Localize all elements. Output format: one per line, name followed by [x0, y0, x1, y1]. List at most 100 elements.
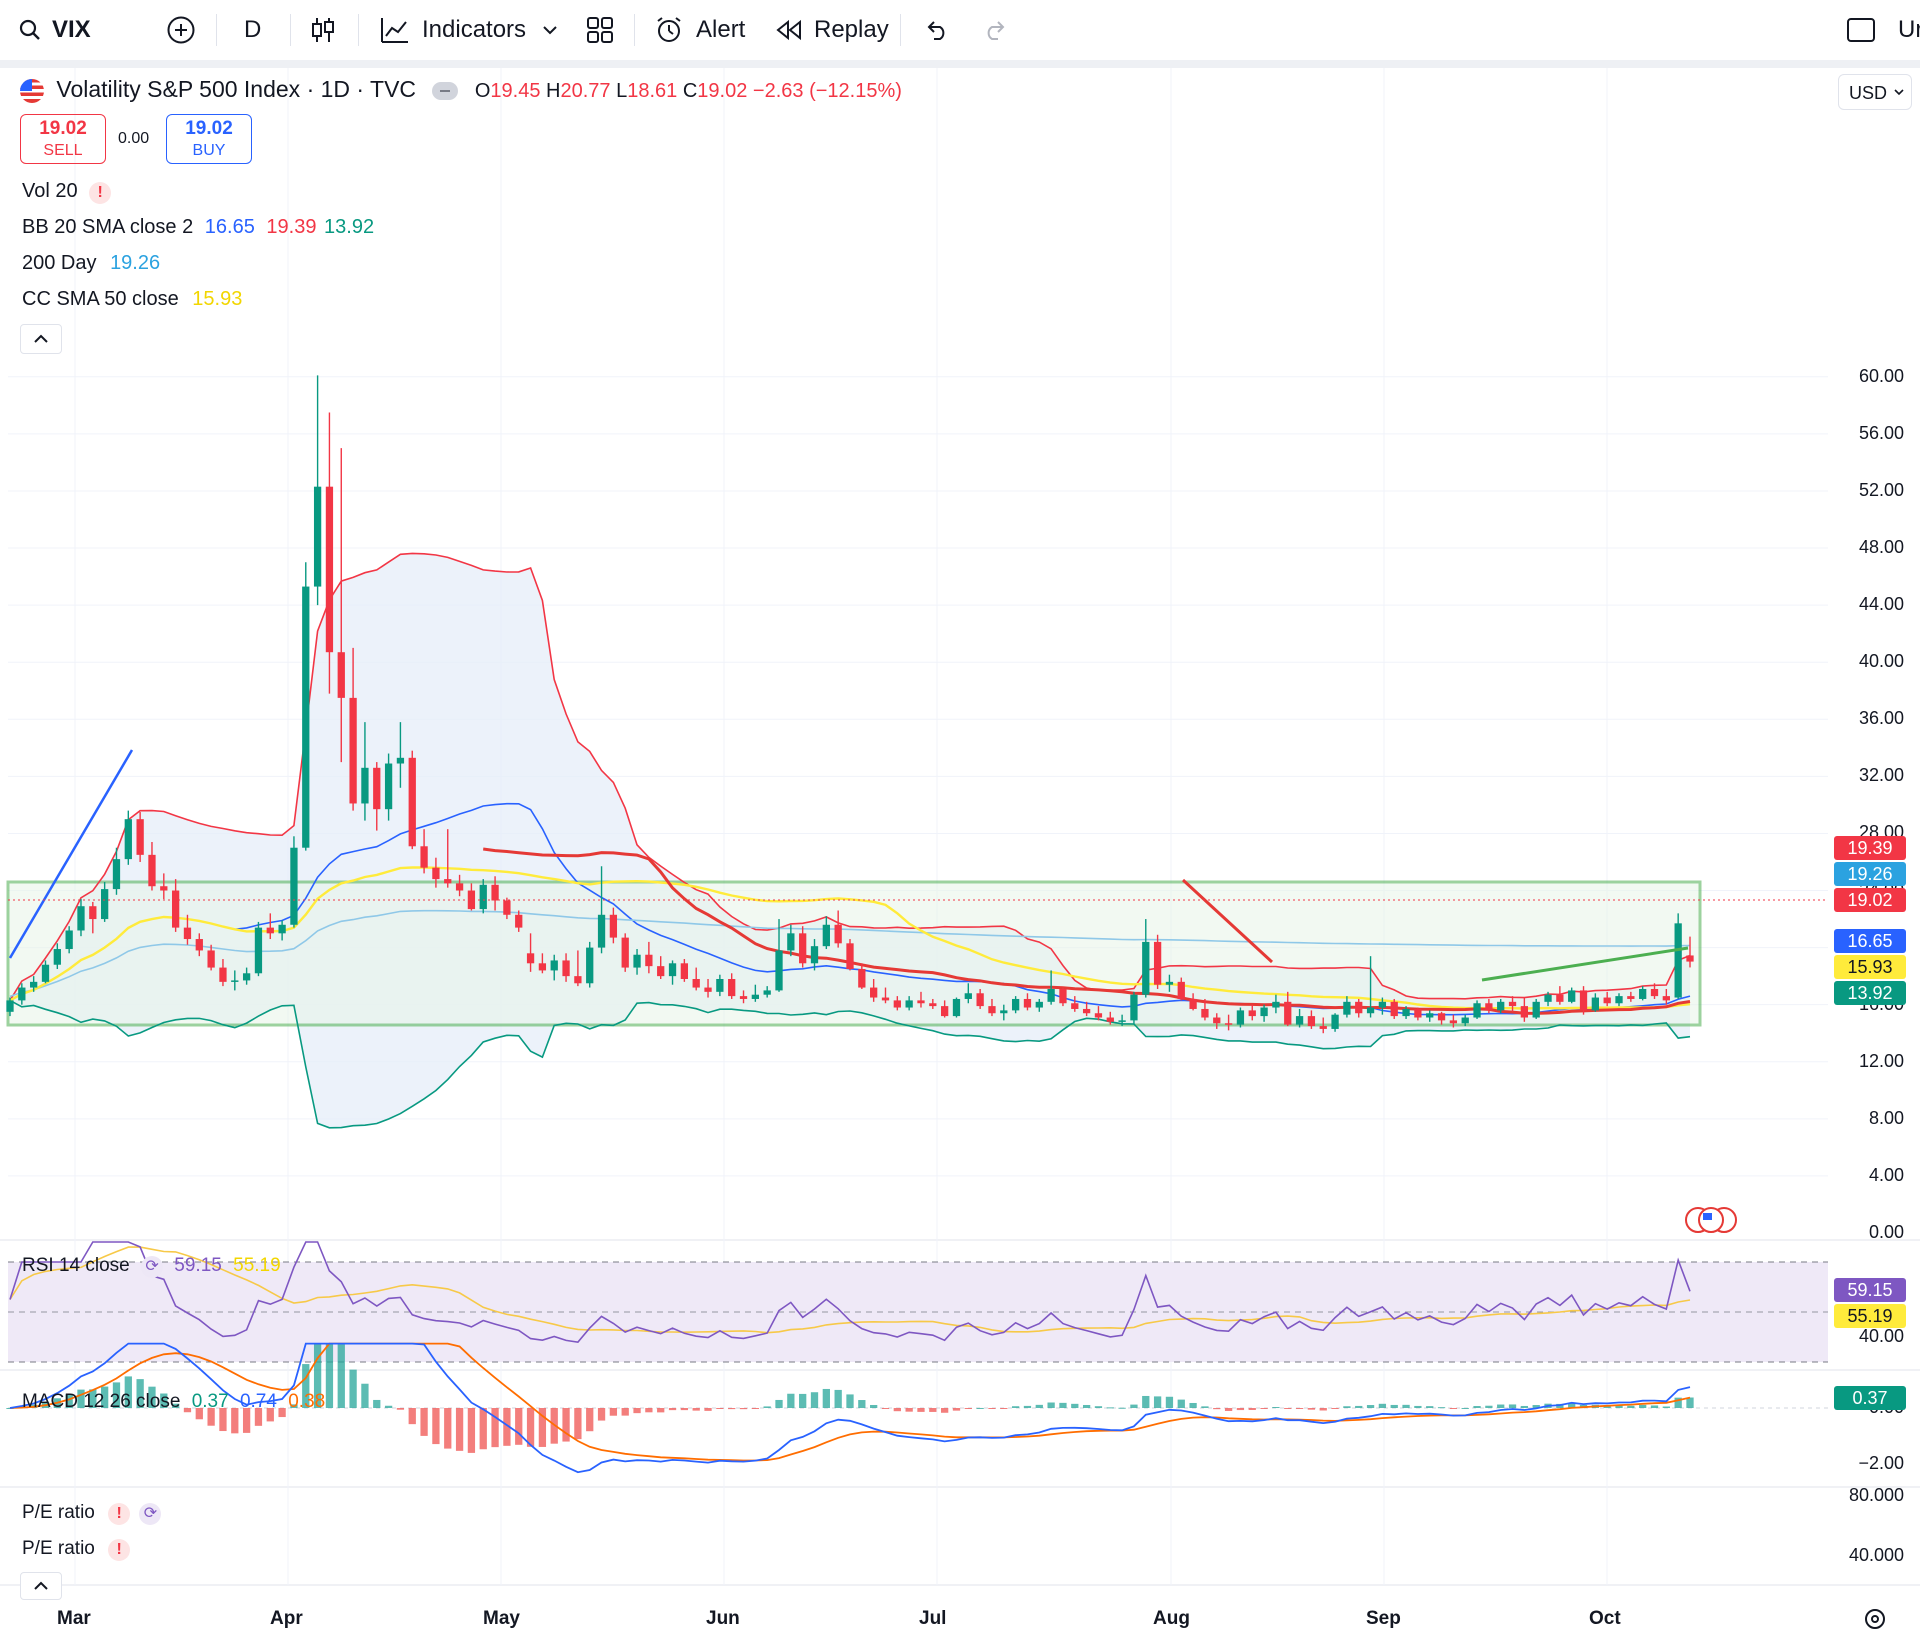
candle-body	[668, 963, 677, 977]
candle-body	[870, 987, 878, 998]
redo-icon	[982, 19, 1008, 41]
macd-signal-value: 0.38	[288, 1391, 326, 1412]
candle-body	[775, 950, 783, 991]
chart-settings-button[interactable]	[1862, 1606, 1888, 1637]
macd-bar	[89, 1389, 97, 1408]
macd-bar	[1071, 1403, 1079, 1408]
candle-body	[1402, 1008, 1410, 1017]
macd-bar	[455, 1408, 464, 1451]
interval-button[interactable]: D	[244, 0, 261, 60]
sync-icon: ⟳	[139, 1503, 162, 1525]
pe-ratio-legend-1[interactable]: P/E ratio ! ⟳	[22, 1502, 162, 1525]
rsi-axis-label: 40.00	[1858, 1326, 1904, 1346]
collapse-legend-button[interactable]	[20, 324, 62, 354]
macd-bar	[692, 1408, 700, 1411]
candle-body	[1378, 1001, 1387, 1008]
chart-type-button[interactable]	[310, 0, 336, 60]
fullscreen-button[interactable]	[1846, 0, 1876, 60]
redo-button[interactable]	[982, 0, 1008, 60]
candle-body	[1674, 923, 1682, 998]
candle-body	[1568, 990, 1576, 1002]
candle-body	[1142, 941, 1150, 995]
macd-bar	[219, 1408, 227, 1432]
collapse-panes-button[interactable]	[20, 1572, 62, 1600]
candle-body	[1355, 1001, 1363, 1014]
undo-button[interactable]	[924, 0, 950, 60]
replay-button[interactable]: Replay	[776, 0, 889, 60]
compare-symbol-button[interactable]	[166, 0, 196, 60]
candle-body	[503, 900, 511, 915]
currency-select[interactable]: USD	[1838, 74, 1912, 110]
market-status-icon	[432, 81, 459, 100]
buy-price: 19.02	[185, 118, 233, 139]
high-value: 20.77	[560, 80, 611, 102]
macd-bar	[822, 1388, 830, 1408]
macd-label: MACD 12 26 close	[22, 1391, 181, 1412]
macd-bar	[562, 1408, 570, 1442]
time-axis-label: Jul	[919, 1608, 947, 1629]
ma200-legend[interactable]: 200 Day 19.26	[22, 252, 160, 275]
candle-body	[1556, 994, 1564, 1002]
alert-button[interactable]: Alert	[654, 0, 745, 60]
candle-body	[195, 939, 203, 951]
indicators-dropdown[interactable]	[542, 0, 558, 60]
layouts-button[interactable]	[586, 0, 614, 60]
candle-body	[266, 927, 274, 934]
candle-body	[1485, 1003, 1493, 1011]
macd-bar	[242, 1408, 251, 1433]
macd-bar	[1366, 1405, 1375, 1408]
user-menu-cut[interactable]: Ur	[1898, 0, 1920, 60]
time-axis-label: Jun	[706, 1608, 740, 1629]
symbol-legend[interactable]: Volatility S&P 500 Index · 1D · TVC O19.…	[20, 76, 902, 103]
price-axis-label: 52.00	[1858, 479, 1904, 500]
candle-body	[822, 924, 830, 947]
pe-ratio-legend-2[interactable]: P/E ratio !	[22, 1538, 131, 1561]
buy-button[interactable]: 19.02 BUY	[166, 114, 252, 164]
change-value: −2.63 (−12.15%)	[752, 80, 902, 102]
candle-body	[1236, 1010, 1245, 1025]
macd-bar	[373, 1399, 381, 1408]
macd-bar	[302, 1364, 310, 1408]
symbol-title: Volatility S&P 500 Index · 1D · TVC	[56, 76, 417, 102]
macd-bar	[266, 1408, 274, 1422]
macd-bar	[1201, 1406, 1209, 1408]
replay-label: Replay	[814, 16, 889, 43]
candle-body	[1319, 1026, 1327, 1029]
price-axis-label: 4.00	[1868, 1164, 1904, 1185]
candle-body	[1213, 1017, 1221, 1024]
indicators-label: Indicators	[422, 16, 527, 43]
candle-body	[207, 950, 215, 968]
macd-bar	[1461, 1407, 1469, 1409]
candle-body	[799, 933, 807, 964]
low-value: 18.61	[627, 80, 678, 102]
symbol-search-button[interactable]: VIX	[18, 0, 91, 60]
candle-body	[633, 954, 641, 968]
bollinger-legend[interactable]: BB 20 SMA close 2 16.65 19.39 13.92	[22, 216, 374, 239]
macd-bar	[195, 1408, 203, 1420]
macd-bar	[515, 1408, 523, 1445]
volume-legend[interactable]: Vol 20 !	[22, 180, 112, 204]
rsi-legend[interactable]: RSI 14 close ⟳ 59.15 55.19	[22, 1255, 281, 1278]
bollinger-lower-line	[9, 999, 1691, 1129]
macd-bar	[881, 1408, 890, 1409]
candle-body	[337, 652, 345, 698]
cc-sma-legend[interactable]: CC SMA 50 close 15.93	[22, 288, 242, 311]
macd-bar	[1627, 1405, 1635, 1408]
macd-bar	[467, 1408, 476, 1453]
macd-bar	[680, 1408, 689, 1411]
candle-body	[1390, 1001, 1398, 1017]
candle-body	[6, 1000, 14, 1012]
macd-legend[interactable]: MACD 12 26 close 0.37 0.74 0.38	[22, 1391, 325, 1413]
macd-bar	[799, 1393, 807, 1408]
candle-body	[562, 960, 570, 977]
close-label: C	[682, 80, 698, 102]
candle-body	[1532, 1001, 1540, 1018]
candle-body	[53, 949, 61, 965]
grid-icon	[586, 16, 614, 44]
macd-bar	[325, 1343, 334, 1408]
sell-button[interactable]: 19.02 SELL	[20, 114, 106, 164]
candle-body	[609, 914, 618, 938]
macd-bar	[101, 1386, 109, 1408]
indicators-button[interactable]: Indicators	[380, 0, 526, 60]
